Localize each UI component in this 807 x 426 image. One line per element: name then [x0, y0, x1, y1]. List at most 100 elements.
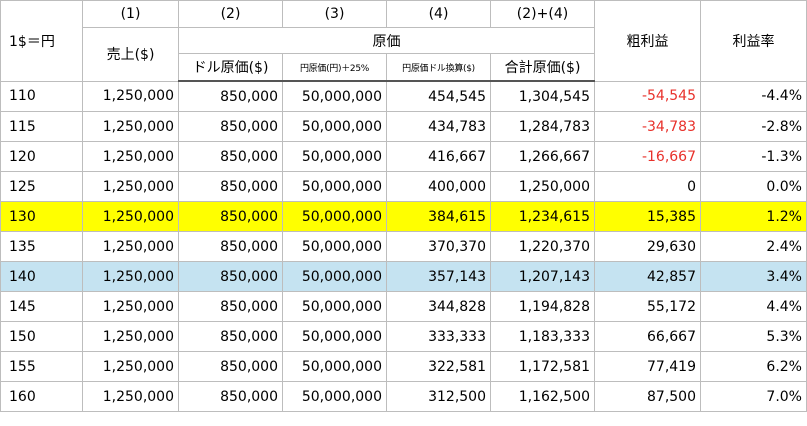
cell-sales[interactable]: 1,250,000 [82, 291, 179, 322]
cell-cost-usd[interactable]: 850,000 [178, 291, 283, 322]
cell-sales[interactable]: 1,250,000 [82, 231, 179, 262]
header-cost-jpy[interactable]: 円原価(円)＋25% [282, 53, 387, 82]
cell-sales[interactable]: 1,250,000 [82, 80, 179, 112]
cell-sales[interactable]: 1,250,000 [82, 351, 179, 382]
cell-cost-usd[interactable]: 850,000 [178, 141, 283, 172]
cell-total-cost[interactable]: 1,266,667 [490, 141, 595, 172]
cell-gross-profit[interactable]: -34,783 [594, 111, 701, 142]
cell-total-cost[interactable]: 1,172,581 [490, 351, 595, 382]
cell-sales[interactable]: 1,250,000 [82, 141, 179, 172]
cell-rate[interactable]: 140 [0, 261, 83, 292]
cell-cost-jpy[interactable]: 50,000,000 [282, 321, 387, 352]
header-cost-group[interactable]: 原価 [178, 27, 595, 54]
cell-cost-jpy-usd[interactable]: 434,783 [386, 111, 491, 142]
cell-gross-profit[interactable]: -16,667 [594, 141, 701, 172]
header-cost-usd[interactable]: ドル原価($) [178, 53, 283, 82]
header-cost-jpy-usd-num[interactable]: (4) [386, 0, 491, 28]
cell-gross-profit[interactable]: 66,667 [594, 321, 701, 352]
cell-margin[interactable]: 3.4% [700, 261, 807, 292]
cell-cost-usd[interactable]: 850,000 [178, 80, 283, 112]
header-cost-jpy-num[interactable]: (3) [282, 0, 387, 28]
cell-cost-usd[interactable]: 850,000 [178, 171, 283, 202]
cell-margin[interactable]: -1.3% [700, 141, 807, 172]
cell-rate[interactable]: 145 [0, 291, 83, 322]
cell-gross-profit[interactable]: 15,385 [594, 201, 701, 232]
cell-margin[interactable]: 4.4% [700, 291, 807, 322]
cell-margin[interactable]: 1.2% [700, 201, 807, 232]
cell-total-cost[interactable]: 1,194,828 [490, 291, 595, 322]
cell-cost-jpy[interactable]: 50,000,000 [282, 381, 387, 412]
cell-cost-usd[interactable]: 850,000 [178, 381, 283, 412]
header-cost-usd-num[interactable]: (2) [178, 0, 283, 28]
cell-cost-jpy[interactable]: 50,000,000 [282, 111, 387, 142]
cell-cost-jpy[interactable]: 50,000,000 [282, 80, 387, 112]
cell-gross-profit[interactable]: 0 [594, 171, 701, 202]
cell-sales[interactable]: 1,250,000 [82, 111, 179, 142]
header-margin[interactable]: 利益率 [700, 0, 807, 82]
cell-cost-usd[interactable]: 850,000 [178, 111, 283, 142]
header-total-cost-num[interactable]: (2)+(4) [490, 0, 595, 28]
header-rate[interactable]: 1$＝円 [0, 0, 83, 82]
cell-gross-profit[interactable]: 29,630 [594, 231, 701, 262]
cell-rate[interactable]: 130 [0, 201, 83, 232]
cell-gross-profit[interactable]: -54,545 [594, 80, 701, 112]
cell-sales[interactable]: 1,250,000 [82, 171, 179, 202]
cell-cost-jpy-usd[interactable]: 333,333 [386, 321, 491, 352]
cell-cost-jpy-usd[interactable]: 312,500 [386, 381, 491, 412]
cell-sales[interactable]: 1,250,000 [82, 381, 179, 412]
cell-margin[interactable]: 6.2% [700, 351, 807, 382]
cell-total-cost[interactable]: 1,183,333 [490, 321, 595, 352]
header-sales-num[interactable]: (1) [82, 0, 179, 28]
cell-gross-profit[interactable]: 55,172 [594, 291, 701, 322]
cell-rate[interactable]: 110 [0, 80, 83, 112]
cell-cost-jpy-usd[interactable]: 454,545 [386, 80, 491, 112]
cell-cost-jpy[interactable]: 50,000,000 [282, 351, 387, 382]
cell-cost-jpy-usd[interactable]: 400,000 [386, 171, 491, 202]
cell-rate[interactable]: 150 [0, 321, 83, 352]
cell-cost-usd[interactable]: 850,000 [178, 201, 283, 232]
cell-total-cost[interactable]: 1,207,143 [490, 261, 595, 292]
header-total-cost[interactable]: 合計原価($) [490, 53, 595, 82]
cell-total-cost[interactable]: 1,304,545 [490, 80, 595, 112]
cell-rate[interactable]: 135 [0, 231, 83, 262]
cell-cost-jpy[interactable]: 50,000,000 [282, 291, 387, 322]
header-gross-profit[interactable]: 粗利益 [594, 0, 701, 82]
cell-margin[interactable]: -2.8% [700, 111, 807, 142]
cell-cost-jpy-usd[interactable]: 357,143 [386, 261, 491, 292]
cell-margin[interactable]: 0.0% [700, 171, 807, 202]
cell-rate[interactable]: 120 [0, 141, 83, 172]
cell-total-cost[interactable]: 1,250,000 [490, 171, 595, 202]
cell-cost-usd[interactable]: 850,000 [178, 351, 283, 382]
cell-rate[interactable]: 125 [0, 171, 83, 202]
cell-total-cost[interactable]: 1,220,370 [490, 231, 595, 262]
header-cost-jpy-usd[interactable]: 円原価ドル換算($) [386, 53, 491, 82]
header-sales[interactable]: 売上($) [82, 27, 179, 82]
cell-gross-profit[interactable]: 42,857 [594, 261, 701, 292]
cell-total-cost[interactable]: 1,284,783 [490, 111, 595, 142]
cell-total-cost[interactable]: 1,234,615 [490, 201, 595, 232]
cell-total-cost[interactable]: 1,162,500 [490, 381, 595, 412]
cell-cost-jpy-usd[interactable]: 344,828 [386, 291, 491, 322]
cell-sales[interactable]: 1,250,000 [82, 261, 179, 292]
cell-rate[interactable]: 160 [0, 381, 83, 412]
cell-cost-usd[interactable]: 850,000 [178, 261, 283, 292]
cell-cost-jpy[interactable]: 50,000,000 [282, 261, 387, 292]
cell-cost-jpy[interactable]: 50,000,000 [282, 141, 387, 172]
cell-sales[interactable]: 1,250,000 [82, 321, 179, 352]
cell-rate[interactable]: 115 [0, 111, 83, 142]
cell-margin[interactable]: 5.3% [700, 321, 807, 352]
cell-cost-jpy-usd[interactable]: 416,667 [386, 141, 491, 172]
cell-sales[interactable]: 1,250,000 [82, 201, 179, 232]
cell-margin[interactable]: -4.4% [700, 80, 807, 112]
cell-cost-jpy[interactable]: 50,000,000 [282, 201, 387, 232]
cell-cost-jpy-usd[interactable]: 322,581 [386, 351, 491, 382]
cell-cost-jpy[interactable]: 50,000,000 [282, 231, 387, 262]
cell-margin[interactable]: 7.0% [700, 381, 807, 412]
cell-cost-usd[interactable]: 850,000 [178, 321, 283, 352]
cell-margin[interactable]: 2.4% [700, 231, 807, 262]
cell-cost-jpy[interactable]: 50,000,000 [282, 171, 387, 202]
cell-rate[interactable]: 155 [0, 351, 83, 382]
cell-cost-jpy-usd[interactable]: 370,370 [386, 231, 491, 262]
cell-cost-jpy-usd[interactable]: 384,615 [386, 201, 491, 232]
cell-gross-profit[interactable]: 77,419 [594, 351, 701, 382]
